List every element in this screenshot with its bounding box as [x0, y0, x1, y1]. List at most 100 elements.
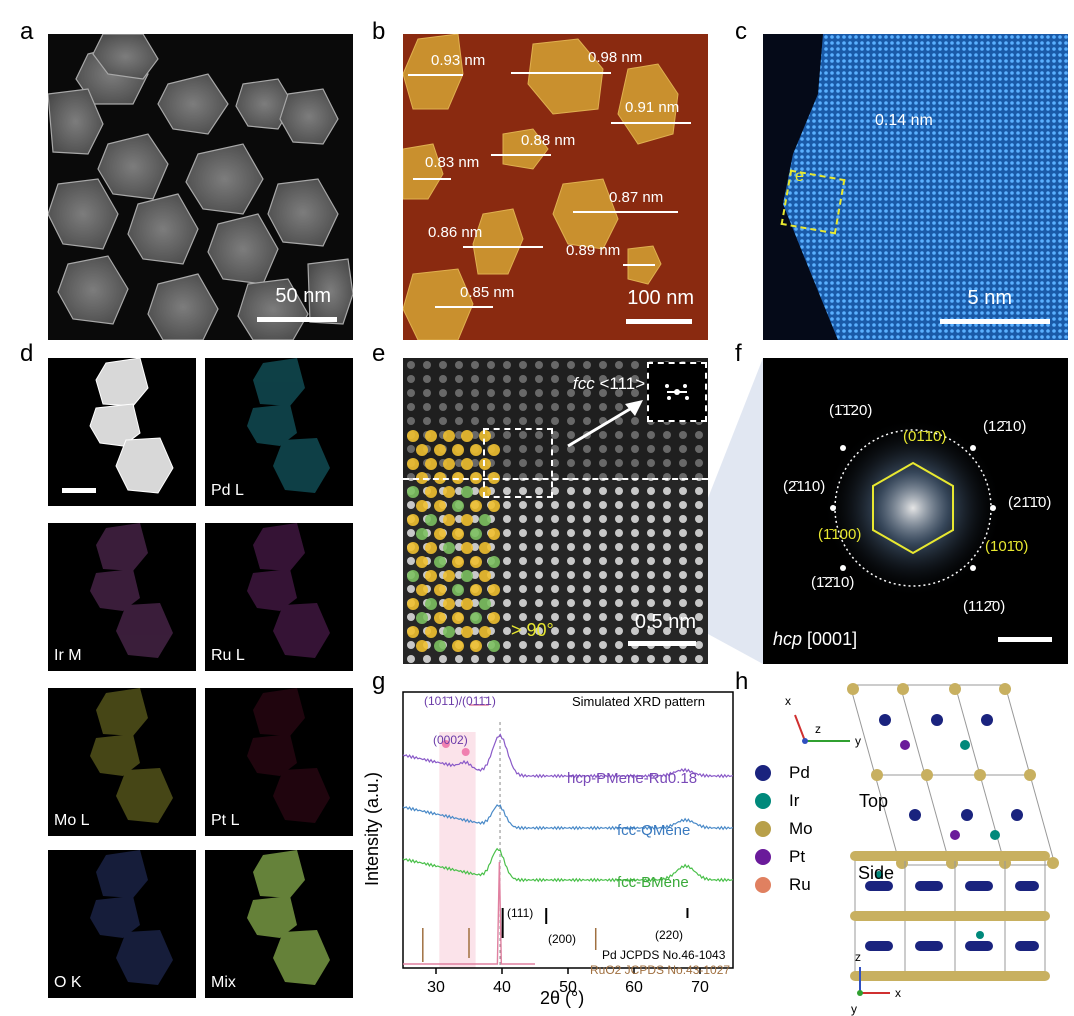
eds-map-mix: Mix [205, 850, 353, 998]
legend-entry: Simulated XRD pattern [572, 694, 705, 709]
atom-marker [461, 542, 473, 554]
haadf-image-e: fcc <111> > 90° 0.5 nm [403, 358, 708, 664]
eds-map-haadf [48, 358, 196, 506]
eds-map-ir: Ir M [48, 523, 196, 671]
atom-marker [461, 430, 473, 442]
series-line-hcp [402, 733, 734, 779]
atom-marker [479, 570, 491, 582]
panel-label-a: a [20, 18, 34, 45]
inset-region-box [483, 428, 553, 498]
fft-spot-label: (1̄2̄10) [811, 574, 855, 591]
panel-label-e: e [372, 340, 386, 367]
scale-label-c: 5 nm [967, 287, 1012, 309]
atom-marker [488, 528, 500, 540]
thickness-label: 0.86 nm [428, 224, 483, 241]
atom-marker [407, 430, 419, 442]
atom-marker [488, 612, 500, 624]
atom-marker [452, 528, 464, 540]
thickness-line [573, 211, 678, 213]
x-tick-label: 40 [493, 979, 511, 996]
atom-marker [434, 612, 446, 624]
zone-axis-label: hcp [0001] [773, 629, 858, 649]
atom-marker [407, 486, 419, 498]
legend-pd: Pd [755, 763, 810, 783]
atom-marker [452, 612, 464, 624]
zoom-connector [708, 358, 763, 664]
atom-marker [443, 598, 455, 610]
atom-marker [416, 612, 428, 624]
atom-marker [407, 458, 419, 470]
atom-marker [425, 458, 437, 470]
atom-marker [479, 514, 491, 526]
region-box-label: e [795, 168, 804, 185]
panel-label-b: b [372, 18, 386, 45]
fft-inset [647, 362, 707, 422]
eds-map-label: Ir M [54, 647, 82, 664]
atom-marker [452, 556, 464, 568]
x-tick-label: 50 [559, 979, 577, 996]
fft-spot-label: (112̄0) [963, 598, 1006, 615]
panel-label-f: f [735, 340, 742, 367]
y-axis-label: Intensity (a.u.) [362, 771, 382, 886]
fft-spot-label: (01̄10) [903, 428, 947, 445]
thickness-label: 0.89 nm [566, 242, 621, 259]
atom-marker [407, 570, 419, 582]
atom-marker [443, 626, 455, 638]
eds-map-pt: Pt L [205, 688, 353, 836]
x-tick-label: 60 [625, 979, 643, 996]
thickness-line [463, 246, 543, 248]
legend-ru: Ru [755, 875, 811, 895]
xrd-chart: 30 40 50 60 70 [402, 691, 734, 996]
scale-bar-c [940, 319, 1050, 324]
atom-marker [434, 500, 446, 512]
atom-marker [479, 598, 491, 610]
atom-marker [416, 556, 428, 568]
eds-map-label: O K [54, 974, 82, 991]
svg-text:x: x [785, 694, 791, 708]
panel-label-h: h [735, 668, 749, 695]
atom-marker [425, 570, 437, 582]
atom-marker [488, 500, 500, 512]
legend-mo: Mo [755, 819, 813, 839]
fft-spot-label: (21̄1̄0) [1008, 494, 1052, 511]
thickness-line [491, 154, 551, 156]
fft-pattern-f: (1̄1̄20) (12̄10) (2̄110) (21̄1̄0) (1̄2̄1… [763, 358, 1068, 664]
fft-spot-label: (1̄100) [818, 526, 862, 543]
atom-marker [488, 640, 500, 652]
ref-peak-label: (220) [655, 928, 684, 942]
afm-image-b: 0.93 nm 0.98 nm 0.91 nm 0.88 nm 0.83 nm … [403, 34, 708, 340]
interface-line [403, 478, 708, 480]
svg-text:x: x [895, 986, 901, 1000]
ref-peak-label: (111) [507, 906, 534, 920]
atom-marker [443, 542, 455, 554]
thickness-label: 0.91 nm [625, 99, 680, 116]
peak-marker [441, 740, 450, 748]
atom-marker [425, 514, 437, 526]
thickness-line [413, 178, 451, 180]
atom-marker [425, 542, 437, 554]
atom-marker [425, 430, 437, 442]
svg-text:z: z [815, 722, 821, 736]
atom-marker [425, 598, 437, 610]
thickness-line [435, 306, 493, 308]
atom-marker [470, 556, 482, 568]
eds-map-label: Mo L [54, 812, 90, 829]
atom-marker [443, 514, 455, 526]
atom-marker [443, 430, 455, 442]
atom-marker [425, 486, 437, 498]
atom-marker [443, 570, 455, 582]
atom-marker [470, 640, 482, 652]
atom-marker [407, 542, 419, 554]
peak-label: (101̄1)/(011̄1) [424, 694, 496, 708]
atom-marker [470, 528, 482, 540]
atom-marker [434, 584, 446, 596]
atom-marker [470, 584, 482, 596]
thickness-line [623, 264, 655, 266]
thickness-line [408, 74, 463, 76]
thickness-label: 0.98 nm [588, 49, 643, 66]
atom-marker [479, 486, 491, 498]
atom-marker [434, 528, 446, 540]
eds-map-ru: Ru L [205, 523, 353, 671]
atom-marker [461, 458, 473, 470]
atom-marker [416, 528, 428, 540]
